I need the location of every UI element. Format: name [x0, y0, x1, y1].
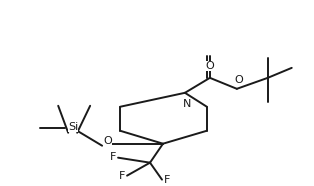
- Text: O: O: [206, 61, 214, 71]
- Text: O: O: [235, 75, 243, 85]
- Text: O: O: [104, 136, 112, 146]
- Text: N: N: [183, 99, 191, 109]
- Text: F: F: [110, 152, 116, 162]
- Text: F: F: [164, 175, 171, 185]
- Text: F: F: [119, 171, 125, 181]
- Text: Si: Si: [68, 122, 78, 132]
